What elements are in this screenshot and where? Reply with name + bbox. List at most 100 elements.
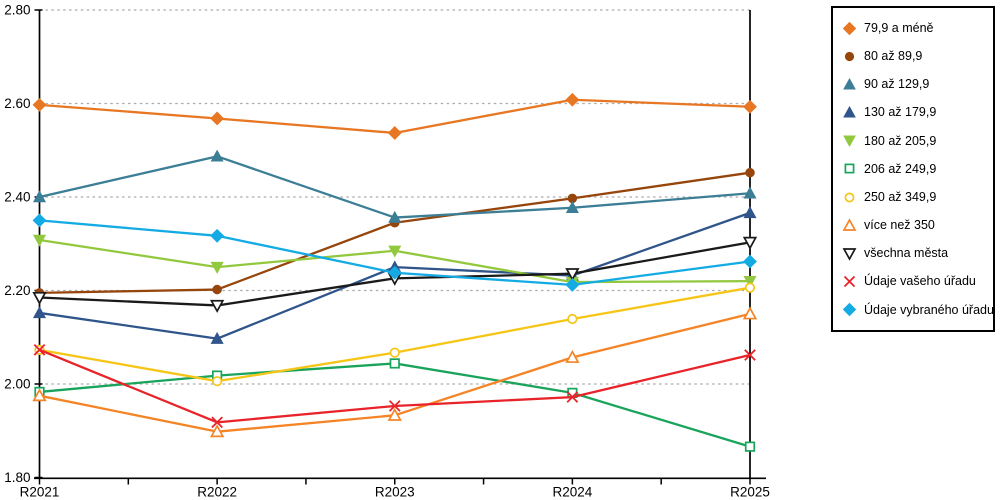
square-icon [844, 163, 855, 174]
triangle-up-marker-icon [388, 210, 402, 223]
triangle-down-marker-icon [388, 245, 402, 258]
diamond-icon [842, 21, 857, 35]
circle-marker-icon [844, 192, 855, 203]
chart-legend: 79,9 a méně 80 až 89,9 90 až 129,9 130 až 1… [831, 6, 995, 332]
diamond-marker-icon [387, 265, 402, 280]
diamond-marker-icon [387, 126, 402, 140]
triangle-up-icon [842, 218, 857, 231]
legend-item: 130 až 179,9 [842, 105, 989, 120]
x-marker-icon [33, 344, 46, 356]
y-axis-label: 2.60 [4, 96, 30, 111]
y-axis-label: 2.80 [4, 3, 30, 18]
triangle-up-marker-icon [32, 388, 47, 402]
series-line-3 [38, 155, 752, 219]
triangle-down-marker-icon [209, 299, 225, 313]
triangle-up-marker-icon [210, 331, 224, 344]
triangle-up-marker-icon [209, 424, 225, 438]
x-axis-label: R2025 [730, 485, 770, 500]
triangle-up-icon [843, 77, 856, 90]
triangle-up-marker-icon [32, 190, 47, 203]
legend-item: všechna města [842, 246, 989, 261]
circle-icon [844, 192, 855, 203]
legend-item-label: 206 až 249,9 [864, 161, 937, 176]
legend-item: více než 350 [842, 218, 989, 233]
diamond-marker-icon [842, 303, 857, 317]
triangle-down-marker-icon [842, 248, 857, 261]
legend-item-label: všechna města [864, 246, 949, 261]
triangle-up-marker-icon [742, 306, 758, 320]
legend-item: 180 až 205,9 [842, 133, 989, 148]
diamond-marker-icon [32, 213, 47, 228]
x-marker-icon [211, 416, 223, 429]
x-marker-icon [843, 275, 856, 288]
circle-icon [844, 51, 855, 61]
x-marker-icon [566, 391, 579, 403]
legend-item-label: 90 až 129,9 [864, 77, 930, 92]
triangle-up-marker-icon [565, 201, 579, 213]
circle-marker-icon [844, 51, 855, 61]
x-axis-label: R2023 [375, 485, 415, 500]
triangle-down-marker-icon [742, 236, 758, 250]
triangle-up-marker-icon [210, 149, 224, 162]
legend-item: Údaje vašeho úřadu [842, 274, 989, 289]
legend-item: 79,9 a méně [842, 21, 989, 36]
triangle-down-marker-icon [565, 268, 580, 282]
circle-marker-icon [212, 284, 222, 295]
x-marker-icon [744, 349, 756, 361]
diamond-marker-icon [210, 111, 225, 126]
diamond-marker-icon [32, 97, 47, 112]
triangle-down-icon [843, 135, 856, 148]
x-icon [843, 275, 856, 288]
triangle-down-marker-icon [32, 291, 47, 305]
triangle-up-marker-icon [32, 306, 47, 319]
triangle-up-marker-icon [565, 349, 580, 363]
diamond-marker-icon [842, 21, 857, 35]
circle-marker-icon [745, 167, 755, 178]
triangle-up-icon [843, 106, 856, 118]
triangle-down-marker-icon [210, 261, 224, 274]
square-marker-icon [844, 163, 855, 174]
legend-item: 250 až 349,9 [842, 190, 989, 205]
diamond-marker-icon [565, 277, 580, 292]
x-axis-label: R2022 [197, 485, 237, 500]
diamond-marker-icon [565, 92, 580, 107]
y-axis-label: 1.80 [4, 470, 30, 485]
legend-item-label: 80 až 89,9 [864, 49, 923, 63]
triangle-up-marker-icon [743, 186, 757, 199]
y-axis-label: 2.40 [4, 190, 30, 205]
triangle-down-icon [842, 248, 857, 261]
diamond-marker-icon [210, 228, 225, 243]
circle-marker-icon [212, 376, 223, 387]
legend-item: 80 až 89,9 [842, 49, 989, 64]
diamond-icon [842, 303, 857, 317]
diamond-marker-icon [743, 254, 757, 269]
triangle-up-marker-icon [743, 206, 757, 219]
y-axis-label: 2.00 [4, 377, 30, 392]
legend-item-label: 130 až 179,9 [864, 105, 937, 120]
circle-marker-icon [567, 313, 578, 325]
legend-item-label: 250 až 349,9 [864, 189, 937, 204]
legend-item: Údaje vybraného úřadu [842, 302, 994, 317]
triangle-up-marker-icon [387, 407, 402, 421]
triangle-down-marker-icon [743, 275, 757, 288]
x-axis-label: R2021 [20, 485, 60, 500]
square-marker-icon [744, 441, 756, 452]
diamond-marker-icon [743, 99, 757, 114]
y-axis-label: 2.20 [4, 283, 30, 298]
triangle-up-marker-icon [842, 218, 857, 231]
triangle-up-marker-icon [843, 77, 856, 90]
legend-item-label: Údaje vašeho úřadu [864, 274, 976, 289]
legend-item-label: 180 až 205,9 [864, 133, 937, 148]
x-axis-label: R2024 [552, 485, 592, 500]
x-marker-icon [388, 400, 401, 412]
triangle-up-marker-icon [843, 106, 856, 118]
circle-marker-icon [389, 347, 400, 358]
legend-item-label: Údaje vybraného úřadu [864, 302, 994, 317]
circle-marker-icon [744, 282, 756, 293]
legend-item-label: 79,9 a méně [864, 20, 934, 35]
legend-item-label: více než 350 [864, 218, 935, 233]
triangle-down-marker-icon [32, 234, 47, 247]
triangle-down-marker-icon [843, 135, 856, 148]
